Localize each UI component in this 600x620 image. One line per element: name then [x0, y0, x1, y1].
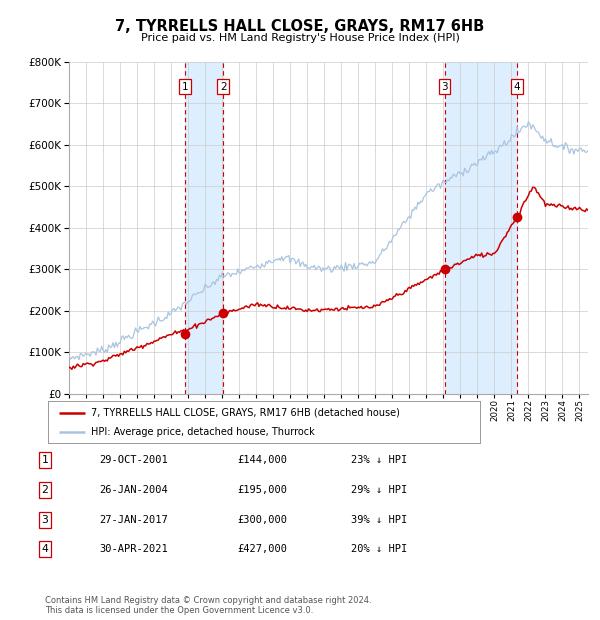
Text: 4: 4 — [41, 544, 49, 554]
Text: 1: 1 — [41, 455, 49, 465]
Text: 7, TYRRELLS HALL CLOSE, GRAYS, RM17 6HB (detached house): 7, TYRRELLS HALL CLOSE, GRAYS, RM17 6HB … — [91, 407, 400, 417]
Text: 20% ↓ HPI: 20% ↓ HPI — [351, 544, 407, 554]
Text: 7, TYRRELLS HALL CLOSE, GRAYS, RM17 6HB: 7, TYRRELLS HALL CLOSE, GRAYS, RM17 6HB — [115, 19, 485, 33]
Text: 4: 4 — [514, 82, 520, 92]
Text: 2: 2 — [41, 485, 49, 495]
Text: £144,000: £144,000 — [237, 455, 287, 465]
Text: 26-JAN-2004: 26-JAN-2004 — [99, 485, 168, 495]
Text: 3: 3 — [441, 82, 448, 92]
Text: 29% ↓ HPI: 29% ↓ HPI — [351, 485, 407, 495]
Text: 23% ↓ HPI: 23% ↓ HPI — [351, 455, 407, 465]
Text: Contains HM Land Registry data © Crown copyright and database right 2024.
This d: Contains HM Land Registry data © Crown c… — [45, 596, 371, 615]
Bar — [185, 62, 223, 394]
Text: £300,000: £300,000 — [237, 515, 287, 525]
Text: 29-OCT-2001: 29-OCT-2001 — [99, 455, 168, 465]
Text: HPI: Average price, detached house, Thurrock: HPI: Average price, detached house, Thur… — [91, 427, 315, 437]
Text: 1: 1 — [182, 82, 188, 92]
Text: 27-JAN-2017: 27-JAN-2017 — [99, 515, 168, 525]
Text: £195,000: £195,000 — [237, 485, 287, 495]
Bar — [445, 62, 517, 394]
Text: 3: 3 — [41, 515, 49, 525]
Text: 39% ↓ HPI: 39% ↓ HPI — [351, 515, 407, 525]
Text: Price paid vs. HM Land Registry's House Price Index (HPI): Price paid vs. HM Land Registry's House … — [140, 33, 460, 43]
Text: £427,000: £427,000 — [237, 544, 287, 554]
Text: 2: 2 — [220, 82, 227, 92]
Text: 30-APR-2021: 30-APR-2021 — [99, 544, 168, 554]
